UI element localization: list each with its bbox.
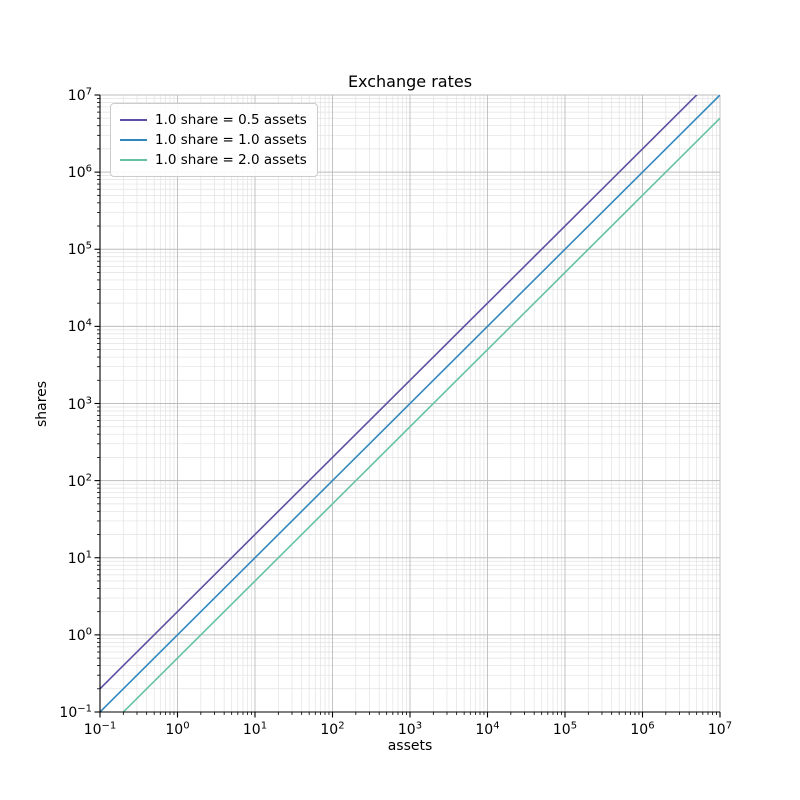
- legend-line-swatch: [120, 139, 147, 141]
- y-tick-label: 10−1: [59, 703, 92, 721]
- legend-line-swatch: [120, 119, 147, 121]
- legend-item: 1.0 share = 1.0 assets: [120, 130, 307, 150]
- x-tick-label: 105: [552, 720, 578, 738]
- y-tick-label: 103: [67, 394, 92, 413]
- x-axis-label: assets: [387, 738, 433, 754]
- legend-item-label: 1.0 share = 1.0 assets: [155, 132, 307, 148]
- x-tick-label: 10−1: [83, 720, 117, 738]
- x-tick-label: 104: [475, 720, 500, 738]
- y-tick-label: 104: [67, 317, 92, 336]
- x-tick-label: 106: [630, 720, 655, 738]
- y-tick-label: 102: [67, 471, 92, 490]
- series-lines: [100, 95, 720, 712]
- y-tick-label: 106: [67, 163, 92, 182]
- y-axis-label: shares: [34, 380, 50, 428]
- x-tick-label: 103: [397, 720, 423, 738]
- x-tick-label: 107: [707, 720, 733, 738]
- legend-item-label: 1.0 share = 0.5 assets: [155, 112, 307, 128]
- legend-item: 1.0 share = 0.5 assets: [120, 110, 307, 130]
- series-line-2: [122, 117, 720, 712]
- legend: 1.0 share = 0.5 assets 1.0 share = 1.0 a…: [110, 103, 318, 177]
- legend-item-label: 1.0 share = 2.0 assets: [155, 152, 307, 168]
- chart-title: Exchange rates: [347, 72, 473, 91]
- series-line-0: [100, 95, 698, 690]
- legend-line-swatch: [120, 159, 147, 161]
- y-tick-label: 105: [67, 240, 92, 259]
- y-tick-label: 101: [67, 549, 92, 567]
- x-tick-label: 101: [242, 720, 268, 738]
- x-tick-label: 102: [320, 720, 345, 738]
- x-tick-label: 100: [165, 720, 190, 738]
- y-tick-label: 107: [67, 86, 92, 104]
- y-tick-label: 100: [67, 626, 92, 644]
- legend-item: 1.0 share = 2.0 assets: [120, 150, 307, 170]
- series-line-1: [100, 95, 720, 712]
- axis-ticks: [94, 94, 721, 718]
